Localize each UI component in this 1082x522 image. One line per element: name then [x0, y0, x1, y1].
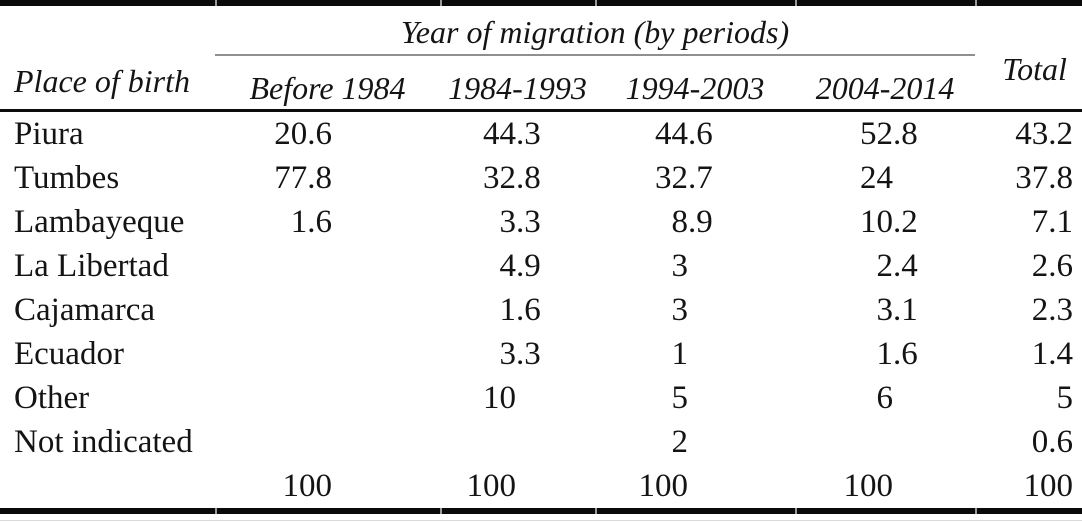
migration-table: Place of birth Year of migration (by per…: [0, 6, 1082, 508]
cell-total: 37.8: [1015, 159, 1074, 196]
column-joint-tick: [440, 0, 442, 6]
cell-1994-2003: 100: [638, 467, 689, 504]
cell-1994-2003: 5: [671, 379, 689, 416]
row-label: Piura: [14, 115, 84, 152]
cell-before-1984: [215, 288, 440, 332]
column-joint-tick: [975, 0, 977, 6]
table-row: Lambayeque 1.6 3.3 8.9 10.2 7.1: [0, 200, 1082, 244]
column-joint-tick: [795, 508, 797, 514]
row-label: Ecuador: [14, 335, 124, 372]
cell-total: 5: [1056, 379, 1074, 416]
spanner-row: Place of birth Year of migration (by per…: [0, 6, 1082, 112]
cell-1994-2003: 32.7: [655, 159, 713, 196]
table-row: Tumbes 77.8 32.8 32.7 24 37.8: [0, 156, 1082, 200]
row-label: Not indicated: [14, 423, 193, 460]
table-row: Other 10 5 6 5: [0, 376, 1082, 420]
cell-2004-2014: 24: [860, 159, 894, 196]
cell-1984-1993: 32.8: [483, 159, 541, 196]
column-joint-tick: [440, 508, 442, 514]
cell-1994-2003: 1: [671, 335, 689, 372]
col-header-place-of-birth: Place of birth: [0, 6, 215, 112]
cell-1984-1993: 44.3: [483, 115, 541, 152]
column-joint-tick: [795, 0, 797, 6]
col-header-1994-2003: 1994-2003: [595, 56, 795, 112]
period-header-row: Before 1984 1984-1993 1994-2003 2004-201…: [0, 56, 1082, 112]
cell-total: 0.6: [1031, 423, 1074, 460]
row-label: Tumbes: [14, 159, 120, 196]
cell-1994-2003: 44.6: [655, 115, 713, 152]
cell-1984-1993: 4.9: [499, 247, 541, 284]
cell-before-1984: [215, 244, 440, 288]
cell-before-1984: [215, 420, 440, 464]
cell-before-1984: 20.6: [274, 115, 332, 152]
col-header-1984-1993: 1984-1993: [440, 56, 595, 112]
cell-1984-1993: 3.3: [499, 203, 541, 240]
cell-1984-1993: 100: [466, 467, 517, 504]
cell-1994-2003: 3: [671, 247, 689, 284]
column-joint-tick: [595, 508, 597, 514]
col-header-before-1984: Before 1984: [215, 56, 440, 112]
cell-2004-2014: 6: [876, 379, 894, 416]
cell-1984-1993: 3.3: [499, 335, 541, 372]
cell-2004-2014: 52.8: [860, 115, 918, 152]
row-label: Cajamarca: [14, 291, 156, 328]
column-joint-tick: [595, 0, 597, 6]
table-row: Cajamarca 1.6 3 3.1 2.3: [0, 288, 1082, 332]
cell-before-1984: [215, 376, 440, 420]
cell-total: 100: [1023, 467, 1074, 504]
cell-before-1984: [215, 332, 440, 376]
cell-total: 2.3: [1031, 291, 1074, 328]
column-joint-tick: [215, 508, 217, 514]
row-label: La Libertad: [14, 247, 169, 284]
cell-1984-1993: [440, 420, 595, 464]
table-body: Piura 20.6 44.3 44.6 52.8 43.2 Tumbes 77…: [0, 112, 1082, 508]
cell-total: 2.6: [1031, 247, 1074, 284]
table-header: Place of birth Year of migration (by per…: [0, 6, 1082, 112]
column-joint-tick: [215, 0, 217, 6]
cell-2004-2014: [795, 420, 975, 464]
table-top-rule: [0, 0, 1082, 6]
table-row: Piura 20.6 44.3 44.6 52.8 43.2: [0, 112, 1082, 156]
cell-1994-2003: 8.9: [671, 203, 713, 240]
col-header-2004-2014: 2004-2014: [795, 56, 976, 112]
cell-total: 7.1: [1031, 203, 1074, 240]
spanner-header: Year of migration (by periods): [215, 6, 976, 56]
cell-2004-2014: 10.2: [860, 203, 918, 240]
cell-before-1984: 100: [282, 467, 333, 504]
page-bottom-faint-line: [0, 520, 1082, 521]
table-row: Ecuador 3.3 1 1.6 1.4: [0, 332, 1082, 376]
cell-1984-1993: 1.6: [499, 291, 541, 328]
table-row: 100 100 100 100 100: [0, 464, 1082, 508]
cell-2004-2014: 2.4: [876, 247, 918, 284]
cell-2004-2014: 100: [843, 467, 894, 504]
table-row: La Libertad 4.9 3 2.4 2.6: [0, 244, 1082, 288]
column-joint-tick: [975, 508, 977, 514]
table-bottom-rule: [0, 508, 1082, 514]
cell-1984-1993: 10: [483, 379, 516, 416]
cell-before-1984: 1.6: [290, 203, 332, 240]
cell-before-1984: 77.8: [274, 159, 332, 196]
table-row: Not indicated 2 0.6: [0, 420, 1082, 464]
cell-2004-2014: 3.1: [876, 291, 918, 328]
cell-2004-2014: 1.6: [876, 335, 918, 372]
cell-total: 43.2: [1015, 115, 1074, 152]
row-label: Other: [14, 379, 90, 416]
cell-total: 1.4: [1031, 335, 1074, 372]
cell-1994-2003: 3: [671, 291, 689, 328]
row-label: Lambayeque: [14, 203, 185, 240]
col-header-total: Total: [975, 6, 1082, 112]
cell-1994-2003: 2: [671, 423, 689, 460]
row-label: [0, 464, 215, 508]
